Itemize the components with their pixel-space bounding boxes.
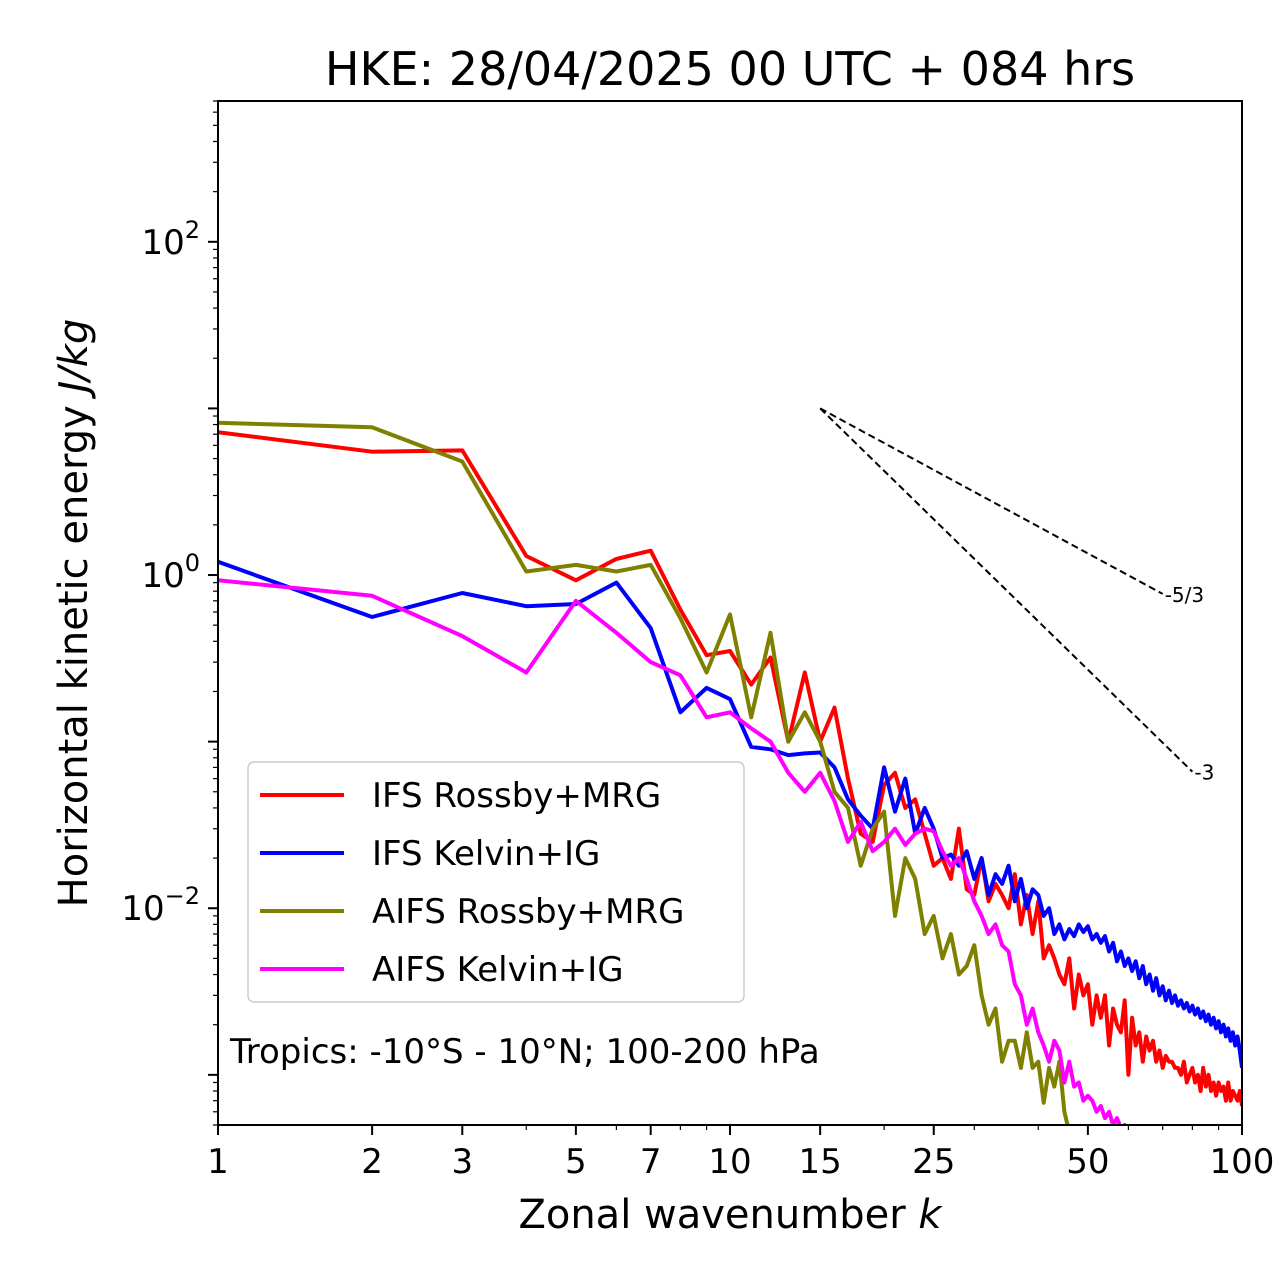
series-line xyxy=(218,578,1127,1125)
y-axis-label: Horizontal kinetic energy J/kg xyxy=(51,319,97,908)
x-tick-label: 7 xyxy=(640,1142,662,1182)
x-tick-label: 5 xyxy=(565,1142,587,1182)
x-tick-label: 10 xyxy=(708,1142,751,1182)
x-tick-label: 50 xyxy=(1066,1142,1109,1182)
y-tick-label: 10−2 xyxy=(121,882,200,929)
legend-label: IFS Rossby+MRG xyxy=(372,776,661,816)
plot-frame xyxy=(217,100,1243,1126)
x-tick-label: 3 xyxy=(451,1142,473,1182)
legend: IFS Rossby+MRG IFS Kelvin+IG AIFS Rossby+M… xyxy=(247,761,745,1003)
x-tick-label: 100 xyxy=(1210,1142,1275,1182)
x-tick-label: 1 xyxy=(207,1142,229,1182)
y-tick-label: 102 xyxy=(141,216,200,263)
slope-label: -5/3 xyxy=(1165,583,1204,607)
legend-label: IFS Kelvin+IG xyxy=(372,834,600,874)
series-layer xyxy=(218,420,1242,1125)
series-line xyxy=(218,559,1242,1069)
x-axis-label: Zonal wavenumber k xyxy=(518,1192,943,1238)
x-tick-label: 25 xyxy=(912,1142,955,1182)
x-tick-labels: 1 2 3 5 7 10 15 25 50 100 xyxy=(207,1142,1274,1182)
y-tick-labels: 10−2 100 102 xyxy=(121,216,200,929)
chart-title: HKE: 28/04/2025 00 UTC + 084 hrs xyxy=(325,42,1135,96)
slope-line xyxy=(819,407,1194,773)
y-tick-label: 100 xyxy=(141,549,200,596)
legend-box xyxy=(247,761,745,1003)
slope-label: -3 xyxy=(1194,761,1214,785)
region-annotation: Tropics: -10°S - 10°N; 100-200 hPa xyxy=(229,1032,820,1072)
slope-line xyxy=(819,407,1164,595)
x-tick-label: 15 xyxy=(799,1142,842,1182)
legend-label: AIFS Rossby+MRG xyxy=(372,892,684,932)
series-line xyxy=(218,420,1070,1125)
legend-label: AIFS Kelvin+IG xyxy=(372,950,624,990)
x-tick-label: 2 xyxy=(361,1142,383,1182)
slope-reference-lines: -5/3 -3 xyxy=(819,407,1214,785)
